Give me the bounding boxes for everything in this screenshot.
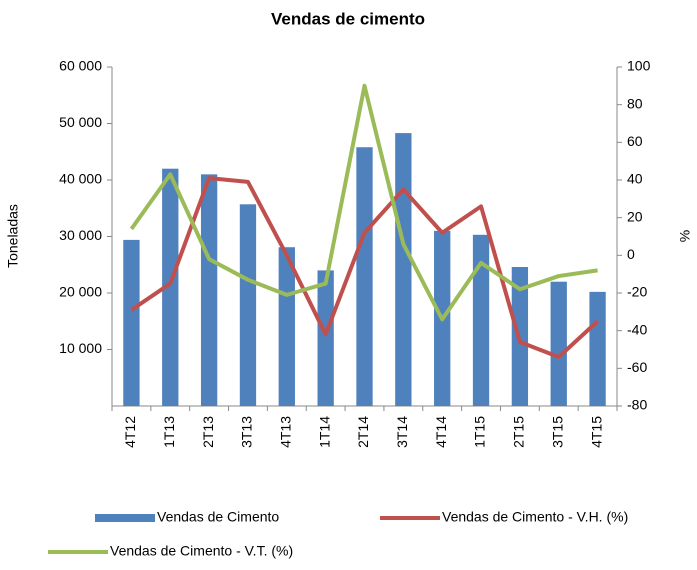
bar <box>356 147 373 407</box>
y2-tick-label: 100 <box>627 58 651 74</box>
x-tick-label: 2T14 <box>355 416 371 448</box>
bar <box>239 204 257 406</box>
y2-tick-label: 60 <box>627 133 643 149</box>
x-tick-label: 1T15 <box>472 416 488 448</box>
y2-axis-title: % <box>677 230 693 242</box>
line <box>129 83 598 322</box>
y2-tick-label: -20 <box>627 284 647 300</box>
y-tick-label: 50 000 <box>59 114 102 130</box>
bar <box>472 234 490 406</box>
x-tick-label: 3T13 <box>239 416 255 448</box>
x-tick-label: 4T13 <box>278 416 294 448</box>
chart-title: Vendas de cimento <box>271 9 425 28</box>
legend-label: Vendas de Cimento - V.T. (%) <box>110 543 293 559</box>
x-tick-label: 4T12 <box>122 416 138 448</box>
x-tick-label: 2T13 <box>200 416 216 448</box>
legend-label: Vendas de Cimento - V.H. (%) <box>442 509 628 525</box>
bar <box>200 174 218 406</box>
y-tick-label: 30 000 <box>59 227 102 243</box>
x-tick-label: 4T14 <box>433 416 449 448</box>
x-tick-label: 3T15 <box>549 416 565 448</box>
y2-tick-label: -40 <box>627 321 647 337</box>
y-tick-label: 40 000 <box>59 171 102 187</box>
y-tick-label: 20 000 <box>59 284 102 300</box>
bar <box>278 247 295 406</box>
y2-tick-label: 20 <box>627 208 643 224</box>
y2-tick-label: 80 <box>627 95 643 111</box>
legend-label: Vendas de Cimento <box>157 509 279 525</box>
x-tick-label: 1T13 <box>161 416 177 448</box>
bar <box>395 133 412 407</box>
y-tick-label: 60 000 <box>59 58 102 74</box>
bar <box>550 281 567 406</box>
bar <box>589 291 606 406</box>
x-tick-label: 2T15 <box>511 416 527 448</box>
y2-tick-label: 0 <box>627 246 635 262</box>
x-tick-label: 4T15 <box>588 416 604 448</box>
legend-swatch <box>95 514 155 522</box>
y-tick-label: 10 000 <box>59 340 102 356</box>
y-axis-title: Toneladas <box>5 204 21 268</box>
y2-tick-label: 40 <box>627 171 643 187</box>
bar <box>162 168 179 406</box>
bar <box>317 270 334 406</box>
x-tick-label: 1T14 <box>316 416 332 448</box>
line <box>130 176 599 360</box>
bar <box>123 239 140 406</box>
y2-tick-label: -80 <box>627 397 647 413</box>
y2-tick-label: -60 <box>627 359 647 375</box>
x-tick-label: 3T14 <box>394 416 410 448</box>
